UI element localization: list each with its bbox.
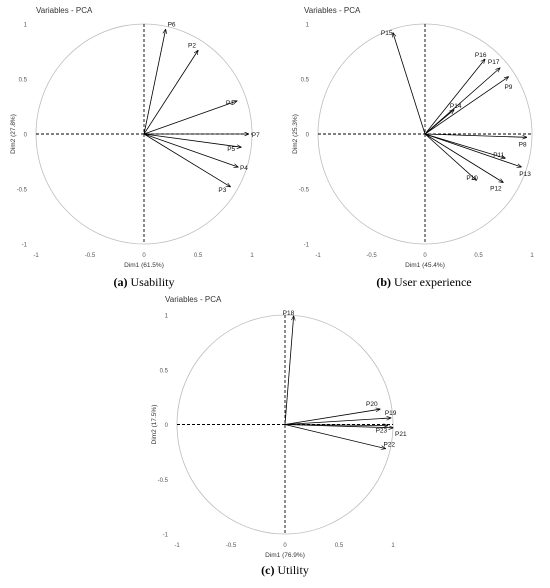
x-axis-label: Dim1 (45.4%) <box>405 262 445 269</box>
vector-arrow-p13 <box>424 133 521 167</box>
vector-arrow-p16 <box>424 59 485 135</box>
panel-caption-text: Usability <box>128 275 175 289</box>
vector-arrow-p3 <box>143 133 230 187</box>
y-tick-label: -0.5 <box>17 188 28 194</box>
vector-label-p17: P17 <box>488 59 500 66</box>
chart-title: Variables - PCA <box>36 6 93 15</box>
y-axis-label: Dim2 (27.8%) <box>10 114 17 154</box>
vector-label-p22: P22 <box>383 442 395 449</box>
y-tick-label: -0.5 <box>299 188 310 194</box>
x-tick-label: 1 <box>250 253 254 259</box>
y-tick-label: 1 <box>24 23 28 29</box>
vector-label-p7: P7 <box>252 132 260 139</box>
x-tick-label: 0.5 <box>474 253 483 259</box>
x-tick-label: -1 <box>33 253 39 259</box>
vector-arrow-p8 <box>424 133 527 137</box>
y-tick-label: 1 <box>165 314 169 320</box>
panel-caption-text: User experience <box>391 275 472 289</box>
y-tick-label: 0.5 <box>301 78 310 84</box>
x-tick-label: -1 <box>315 253 321 259</box>
x-tick-label: -0.5 <box>85 253 96 259</box>
x-tick-label: -0.5 <box>366 253 377 259</box>
y-tick-label: 0 <box>306 133 310 139</box>
x-tick-label: 1 <box>530 253 534 259</box>
vector-arrow-p10 <box>424 133 476 180</box>
vector-arrow-p15 <box>393 33 426 135</box>
panel-caption-text: Utility <box>274 563 308 577</box>
x-axis-label: Dim1 (76.9%) <box>265 552 305 559</box>
y-tick-label: -1 <box>304 243 310 249</box>
y-axis-label: Dim2 (25.3%) <box>292 114 299 154</box>
vector-label-p2: P2 <box>188 42 196 49</box>
vector-arrow-p17 <box>424 68 500 135</box>
vector-arrow-p9 <box>424 77 508 135</box>
vector-arrow-p20 <box>284 409 380 425</box>
vector-arrow-p6 <box>143 30 166 135</box>
vector-label-p4: P4 <box>240 165 248 172</box>
chart-title: Variables - PCA <box>304 6 361 15</box>
y-axis-label: Dim2 (17.5%) <box>151 405 158 445</box>
vector-label-p18: P18 <box>283 310 295 317</box>
x-tick-label: 0 <box>423 253 427 259</box>
vector-label-p23: P23 <box>376 428 388 435</box>
x-tick-label: 0.5 <box>194 253 203 259</box>
panel-caption-letter: (b) <box>376 275 391 289</box>
vector-arrow-p2 <box>143 50 198 135</box>
vector-label-p12: P12 <box>490 185 502 192</box>
x-tick-label: 0 <box>283 543 287 549</box>
y-tick-label: 1 <box>306 23 310 29</box>
vector-label-p9: P9 <box>504 84 512 91</box>
vector-label-p20: P20 <box>366 401 378 408</box>
vector-label-p11: P11 <box>493 152 504 159</box>
vector-arrow-p21 <box>284 424 393 428</box>
vector-label-p8: P8 <box>519 141 527 148</box>
x-tick-label: 0 <box>142 253 146 259</box>
vector-arrow-p11 <box>424 133 505 158</box>
vector-label-p1: P1 <box>226 100 234 107</box>
y-tick-label: 0.5 <box>160 368 169 374</box>
panel-caption-letter: (a) <box>114 275 128 289</box>
x-tick-label: -0.5 <box>226 543 237 549</box>
y-tick-label: -0.5 <box>158 478 169 484</box>
vector-label-p15: P15 <box>381 30 393 37</box>
x-tick-label: 1 <box>391 543 395 549</box>
vector-label-p19: P19 <box>385 410 397 417</box>
panel-caption: (b) User experience <box>376 275 471 289</box>
chart-title: Variables - PCA <box>165 295 222 304</box>
y-tick-label: -1 <box>22 243 28 249</box>
vector-label-p6: P6 <box>168 22 176 29</box>
vector-label-p13: P13 <box>519 171 531 178</box>
vector-arrow-p1 <box>143 101 237 135</box>
x-tick-label: 0.5 <box>335 543 344 549</box>
vector-label-p10: P10 <box>466 175 478 182</box>
y-tick-label: -1 <box>163 533 169 539</box>
y-tick-label: 0 <box>24 133 28 139</box>
vector-arrow-p18 <box>284 316 294 425</box>
panel-caption: (c) Utility <box>261 563 309 577</box>
x-axis-label: Dim1 (61.5%) <box>124 262 164 269</box>
vector-label-p3: P3 <box>218 187 226 194</box>
panel-caption: (a) Usability <box>114 275 175 289</box>
pca-panel-3: Variables - PCA 1 0.5 0 -0.5 -1 -1 -0.5 0 0.5 1 Dim… <box>151 295 407 577</box>
vector-label-p16: P16 <box>475 52 487 59</box>
vector-label-p5: P5 <box>227 146 235 153</box>
panel-caption-letter: (c) <box>261 563 274 577</box>
vector-label-p21: P21 <box>395 431 407 438</box>
vector-arrow-p5 <box>143 133 241 147</box>
x-tick-label: -1 <box>174 543 180 549</box>
y-tick-label: 0.5 <box>19 78 28 84</box>
vector-arrow-p4 <box>143 133 238 167</box>
pca-panel-1: Variables - PCA 1 0.5 0 -0.5 -1 -1 -0.5 0 0.5 1 Dim… <box>10 6 260 289</box>
pca-panel-2: Variables - PCA 1 0.5 0 -0.5 -1 -1 -0.5 0 0.5 1 Dim… <box>292 6 534 289</box>
y-tick-label: 0 <box>165 423 169 429</box>
vector-arrow-p19 <box>284 418 391 425</box>
vector-arrow-p14 <box>424 110 454 135</box>
vector-arrow-p22 <box>284 424 385 449</box>
vector-arrow-p12 <box>424 133 503 182</box>
vector-label-p14: P14 <box>450 103 462 110</box>
